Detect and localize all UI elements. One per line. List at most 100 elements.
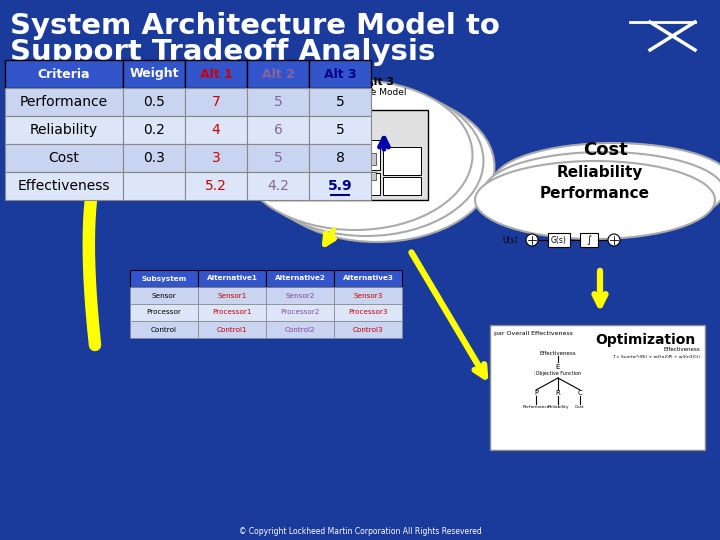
- Text: Processor2: Processor2: [280, 309, 320, 315]
- Text: Alt 2: Alt 2: [261, 68, 294, 80]
- FancyBboxPatch shape: [247, 60, 309, 88]
- Ellipse shape: [493, 143, 720, 221]
- Text: Alt 3: Alt 3: [324, 68, 356, 80]
- FancyBboxPatch shape: [123, 88, 185, 116]
- FancyBboxPatch shape: [309, 60, 371, 88]
- Text: Alt 1: Alt 1: [199, 68, 233, 80]
- Text: 7: 7: [212, 95, 220, 109]
- Text: Effectiveness: Effectiveness: [663, 347, 700, 352]
- FancyBboxPatch shape: [266, 270, 334, 287]
- FancyBboxPatch shape: [247, 116, 309, 144]
- Text: Alt 2: Alt 2: [346, 82, 374, 92]
- FancyBboxPatch shape: [342, 172, 358, 180]
- Text: Optimization: Optimization: [595, 333, 695, 347]
- Text: Subsystem: Subsystem: [141, 275, 186, 281]
- FancyBboxPatch shape: [185, 88, 247, 116]
- FancyBboxPatch shape: [185, 60, 247, 88]
- Text: 0.3: 0.3: [143, 151, 165, 165]
- Text: Control2: Control2: [284, 327, 315, 333]
- FancyBboxPatch shape: [274, 140, 301, 160]
- Text: System Architecture Model to: System Architecture Model to: [10, 12, 500, 40]
- FancyBboxPatch shape: [266, 304, 334, 321]
- Text: 5.9: 5.9: [328, 179, 352, 193]
- Text: Performance: Performance: [522, 405, 550, 409]
- FancyBboxPatch shape: [123, 116, 185, 144]
- FancyBboxPatch shape: [268, 110, 428, 200]
- FancyBboxPatch shape: [334, 270, 402, 287]
- FancyBboxPatch shape: [272, 115, 334, 188]
- FancyBboxPatch shape: [580, 233, 598, 247]
- Text: Alternative1: Alternative1: [207, 275, 258, 281]
- Circle shape: [608, 234, 620, 246]
- Ellipse shape: [238, 80, 472, 230]
- Text: 4: 4: [212, 123, 220, 137]
- Text: R: R: [556, 390, 560, 396]
- FancyBboxPatch shape: [303, 140, 330, 160]
- Text: :Objective Function: :Objective Function: [534, 371, 582, 376]
- Text: Performance: Performance: [20, 95, 108, 109]
- FancyBboxPatch shape: [5, 144, 123, 172]
- FancyBboxPatch shape: [198, 287, 266, 304]
- FancyBboxPatch shape: [266, 321, 334, 338]
- FancyBboxPatch shape: [130, 270, 198, 287]
- Text: Sensor: Sensor: [152, 293, 176, 299]
- FancyBboxPatch shape: [247, 144, 309, 172]
- Text: Reliability: Reliability: [557, 165, 643, 179]
- FancyBboxPatch shape: [309, 172, 371, 200]
- Text: Effectiveness: Effectiveness: [540, 351, 576, 356]
- FancyBboxPatch shape: [198, 321, 266, 338]
- FancyBboxPatch shape: [185, 144, 247, 172]
- FancyBboxPatch shape: [309, 144, 371, 172]
- FancyBboxPatch shape: [130, 321, 198, 338]
- Text: E: E: [556, 364, 560, 370]
- FancyBboxPatch shape: [247, 172, 309, 200]
- Text: P: P: [534, 390, 538, 396]
- FancyBboxPatch shape: [340, 140, 380, 170]
- FancyBboxPatch shape: [309, 88, 371, 116]
- FancyBboxPatch shape: [247, 88, 309, 116]
- Text: Alternative3: Alternative3: [343, 275, 393, 281]
- Text: Alternative2: Alternative2: [274, 275, 325, 281]
- Text: 6: 6: [274, 123, 282, 137]
- Text: 5: 5: [274, 95, 282, 109]
- Text: Processor: Processor: [147, 309, 181, 315]
- Text: 5: 5: [274, 151, 282, 165]
- FancyBboxPatch shape: [123, 60, 185, 88]
- Text: C: C: [577, 390, 582, 396]
- FancyBboxPatch shape: [198, 270, 266, 287]
- FancyBboxPatch shape: [130, 304, 198, 321]
- Text: 8: 8: [336, 151, 344, 165]
- Text: 5: 5: [336, 123, 344, 137]
- FancyBboxPatch shape: [360, 172, 376, 180]
- Ellipse shape: [248, 86, 484, 236]
- Circle shape: [526, 234, 538, 246]
- Text: Control3: Control3: [353, 327, 383, 333]
- FancyBboxPatch shape: [5, 60, 123, 88]
- Text: ∫: ∫: [586, 235, 592, 245]
- FancyBboxPatch shape: [548, 233, 570, 247]
- Text: Processor3: Processor3: [348, 309, 388, 315]
- FancyBboxPatch shape: [130, 287, 198, 304]
- Text: Reliability: Reliability: [547, 405, 569, 409]
- FancyBboxPatch shape: [490, 325, 705, 450]
- Text: Performance: Performance: [540, 186, 650, 201]
- Text: Effectiveness: Effectiveness: [18, 179, 110, 193]
- FancyBboxPatch shape: [340, 173, 380, 195]
- FancyBboxPatch shape: [309, 116, 371, 144]
- Text: 3: 3: [212, 151, 220, 165]
- Text: Alt 3: Alt 3: [366, 77, 395, 87]
- FancyBboxPatch shape: [185, 172, 247, 200]
- Text: 0.5: 0.5: [143, 95, 165, 109]
- FancyBboxPatch shape: [334, 321, 402, 338]
- FancyBboxPatch shape: [5, 88, 123, 116]
- Text: Support Tradeoff Analysis: Support Tradeoff Analysis: [10, 38, 436, 66]
- Text: Weight: Weight: [130, 68, 179, 80]
- Text: G(s): G(s): [551, 235, 567, 245]
- Text: Cost: Cost: [582, 141, 627, 159]
- FancyBboxPatch shape: [274, 163, 301, 185]
- FancyBboxPatch shape: [342, 153, 358, 165]
- Text: Reliability: Reliability: [30, 123, 98, 137]
- Text: Sensor2: Sensor2: [285, 293, 315, 299]
- Ellipse shape: [475, 161, 715, 239]
- FancyBboxPatch shape: [383, 177, 421, 195]
